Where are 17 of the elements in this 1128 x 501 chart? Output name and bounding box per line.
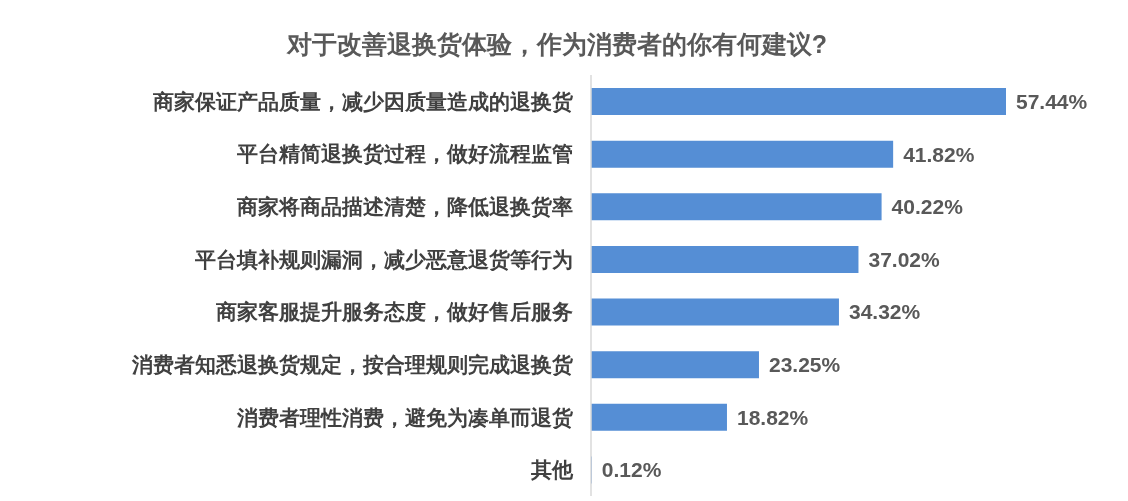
chart-title: 对于改善退换货体验，作为消费者的你有何建议?	[285, 29, 829, 60]
data-label: 37.02%	[868, 247, 941, 271]
data-label: 23.25%	[768, 353, 841, 377]
y-tick-label: 其他	[530, 458, 574, 482]
data-label: 0.12%	[601, 458, 662, 482]
y-tick-label: 平台填补规则漏洞，减少恶意退货等行为	[194, 247, 573, 272]
y-tick-label: 平台精简退换货过程，做好流程监管	[236, 142, 573, 167]
y-tick-label: 消费者知悉退换货规定，按合理规则完成退换货	[131, 352, 574, 377]
data-label: 40.22%	[891, 195, 964, 219]
data-label: 18.82%	[736, 405, 809, 429]
data-label: 57.44%	[1016, 89, 1088, 113]
data-label: 34.32%	[848, 300, 921, 324]
data-label: 41.82%	[903, 142, 975, 166]
y-tick-label: 商家客服提升服务态度，做好售后服务	[215, 300, 573, 324]
y-tick-label: 消费者理性消费，避免为凑单而退货	[236, 405, 574, 430]
y-tick-label: 商家保证产品质量，减少因质量造成的退换货	[152, 89, 574, 114]
y-tick-label: 商家将商品描述清楚，降低退换货率	[236, 195, 573, 220]
